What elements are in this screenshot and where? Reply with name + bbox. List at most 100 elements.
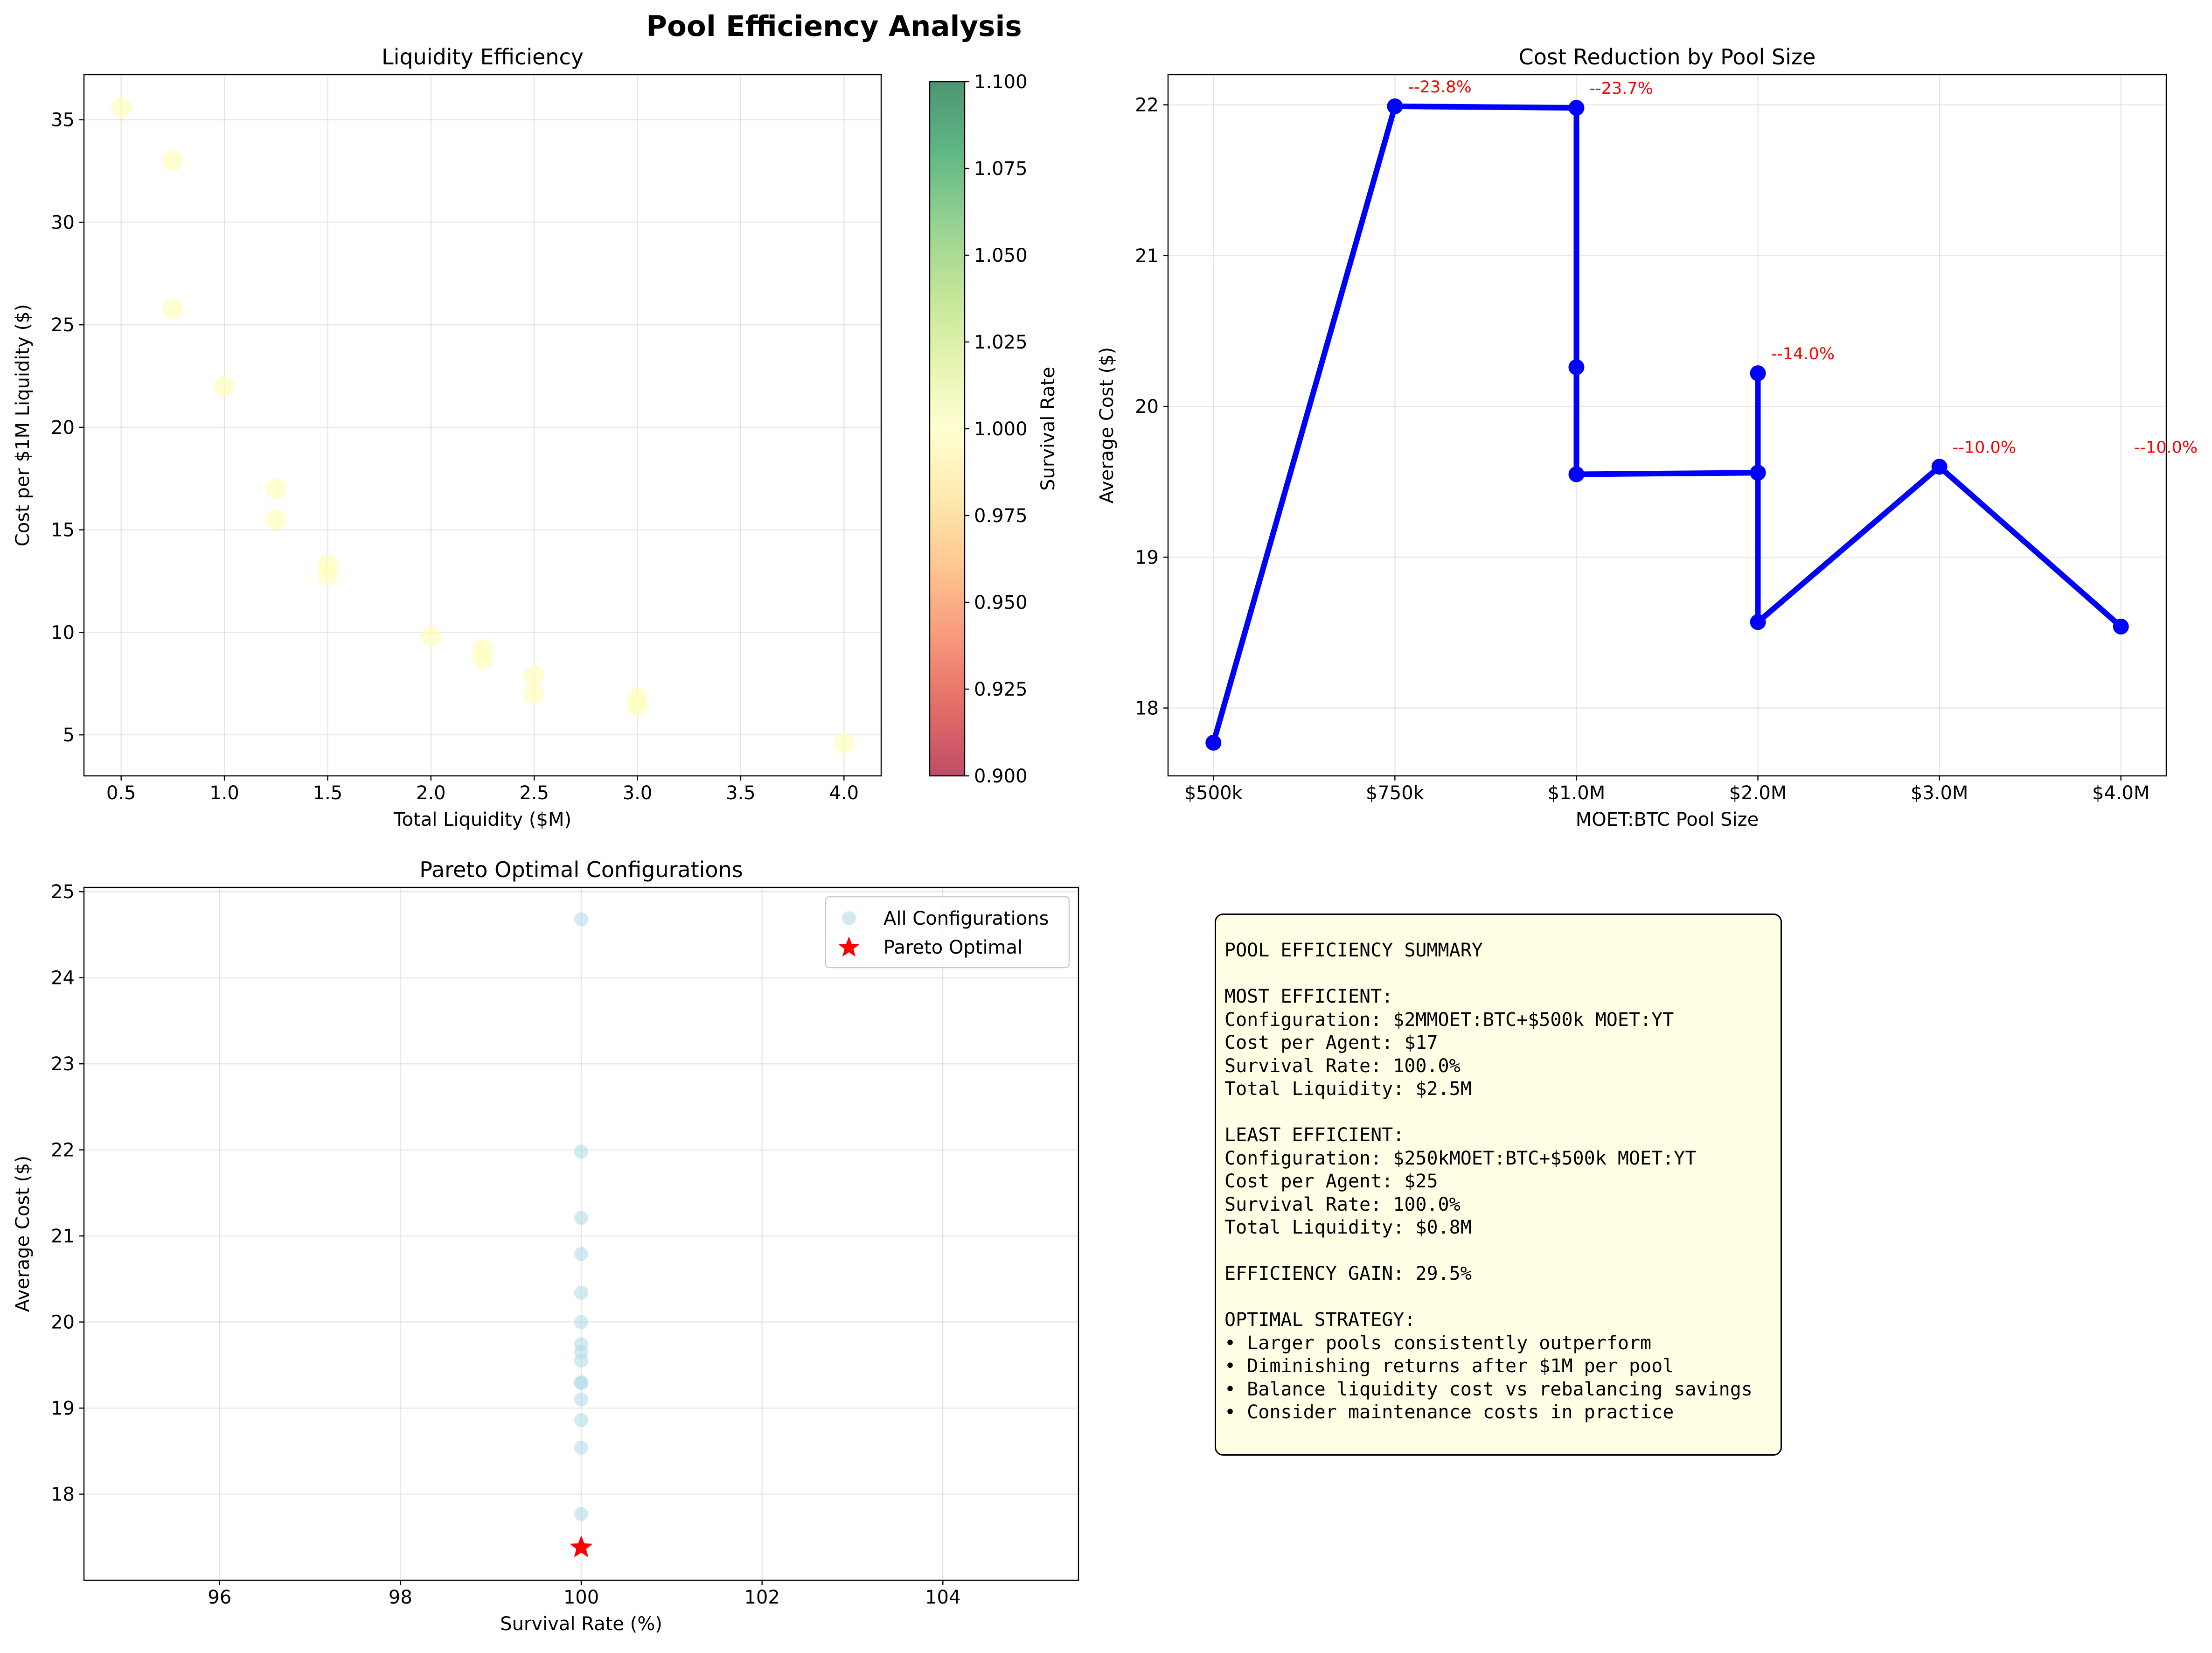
cost-annotation: --10.0% [1953,438,2016,457]
cost-point [1387,98,1403,114]
liquidity-xtick-label: 3.5 [726,782,756,804]
cost-xtick-label: $500k [1184,782,1243,804]
liquidity-point [627,696,648,717]
cost-title: Cost Reduction by Pool Size [1519,44,1816,70]
cost-xtick-label: $1.0M [1548,782,1606,804]
pareto-optimal-point [570,1535,593,1557]
liquidity-ytick-label: 20 [51,417,75,439]
colorbar-tick-label: 0.975 [974,505,1028,527]
colorbar-tick-label: 0.925 [974,679,1028,700]
liquidity-ylabel: Cost per $1M Liquidity ($) [12,304,34,546]
all-config-point [574,1440,588,1455]
cost-line [1210,103,2123,744]
liquidity-frame [83,74,882,777]
liquidity-xlabel: Total Liquidity ($M) [393,809,571,830]
summary-text: POOL EFFICIENCY SUMMARY MOST EFFICIENT: … [1224,940,1753,1423]
cost-point [1750,614,1766,630]
liquidity-point [420,626,441,647]
legend-box [825,896,1070,969]
cost-ytick-label: 22 [1135,95,1159,116]
cost-xtick-label: $3.0M [1911,782,1969,804]
pareto-ytick-label: 19 [51,1398,75,1419]
liquidity-point [162,298,183,319]
liquidity-point [162,150,183,171]
liquidity-point [472,649,493,670]
all-config-point [574,912,588,927]
liquidity-ytick-label: 25 [51,314,75,336]
cost-ytick-label: 19 [1135,547,1159,568]
cost-annotation: --14.0% [1771,345,1835,363]
cost-ylabel: Average Cost ($) [1096,347,1118,503]
cost-xtick-label: $2.0M [1729,782,1787,804]
liquidity-xtick-label: 4.0 [829,782,859,804]
pareto-xtick-label: 104 [925,1587,960,1608]
figure-title: Pool Efficiency Analysis [646,10,1022,43]
liquidity-xtick-label: 2.0 [416,782,446,804]
liquidity-xtick-label: 0.5 [106,782,136,804]
liquidity-point [834,732,855,753]
pareto-title: Pareto Optimal Configurations [419,857,743,882]
liquidity-point [524,665,545,686]
liquidity-ytick-label: 35 [51,110,75,131]
legend-pareto-marker [838,936,860,957]
colorbar-bar [929,81,966,777]
liquidity-point [214,376,235,397]
liquidity-ytick-label: 15 [51,520,75,541]
cost-point [2113,619,2129,635]
colorbar-tick-label: 0.900 [974,766,1028,787]
cost-ytick-label: 21 [1135,245,1159,267]
colorbar-tick-label: 0.950 [974,592,1028,614]
cost-frame [1167,74,2167,777]
pareto-xlabel: Survival Rate (%) [500,1613,662,1635]
all-config-point [574,1353,588,1368]
cost-ytick-label: 18 [1135,698,1159,719]
pareto-xtick-label: 98 [389,1587,412,1608]
colorbar-tick-label: 1.000 [974,418,1028,440]
all-config-point [574,1144,588,1159]
liquidity-point [524,684,545,704]
cost-xtick-label: $4.0M [2092,782,2150,804]
colorbar-tick-label: 1.050 [974,245,1028,266]
liquidity-xtick-label: 3.0 [623,782,653,804]
colorbar-tick-label: 1.100 [974,71,1028,93]
pareto-ytick-label: 22 [51,1140,75,1161]
pareto-ytick-label: 23 [51,1053,75,1075]
liquidity-point [265,509,286,530]
pareto-xtick-label: 100 [563,1587,599,1608]
all-config-point [574,1285,588,1300]
pareto-chart: 96 98 100 102 104 18 19 20 21 22 23 24 25 Pareto Opti… [12,857,1079,1635]
liquidity-title: Liquidity Efficiency [382,44,584,70]
liquidity-xtick-label: 1.0 [209,782,239,804]
liquidity-point [111,97,132,118]
liquidity-xtick-label: 2.5 [519,782,549,804]
liquidity-ytick-label: 10 [51,622,75,643]
pareto-legend: All Configurations Pareto Optimal [825,896,1070,969]
legend-all-label: All Configurations [883,908,1049,929]
cost-annotation: --23.8% [1408,78,1471,97]
pareto-ylabel: Average Cost ($) [12,1156,34,1312]
colorbar-tick-label: 1.025 [974,332,1028,353]
cost-point [1568,466,1585,482]
all-config-point [574,1315,588,1329]
cost-annotation: --23.7% [1589,79,1653,98]
pareto-ytick-label: 25 [51,881,75,903]
liquidity-ytick-label: 5 [63,725,75,746]
colorbar-tick-label: 1.075 [974,158,1028,180]
all-config-point [574,1247,588,1261]
colorbar-label: Survival Rate [1037,367,1059,491]
cost-point [1750,365,1766,381]
survival-rate-colorbar: 0.900 0.925 0.950 0.975 1.000 1.025 1.050 1.075… [929,71,1059,787]
cost-xlabel: MOET:BTC Pool Size [1576,809,1759,830]
all-config-point [574,1211,588,1225]
all-config-point [574,1413,588,1427]
cost-reduction-chart: --23.8% --23.7%--14.0%--10.0% --10.0%$500k… [1096,44,2198,830]
cost-xtick-label: $750k [1366,782,1425,804]
all-config-point [574,1376,588,1390]
legend-all-marker [842,911,856,925]
cost-point [1568,100,1585,116]
liquidity-point [317,565,338,586]
cost-point [1931,459,1948,475]
cost-point [1750,465,1766,481]
liquidity-point [265,478,286,499]
